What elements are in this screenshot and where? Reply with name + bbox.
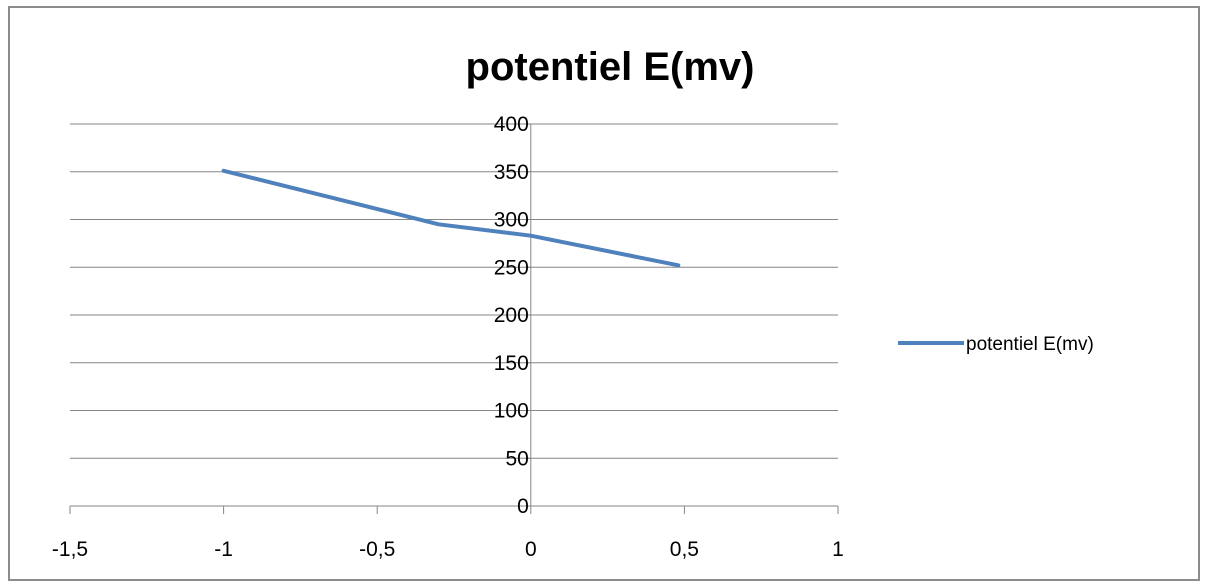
x-tick-label: 0 (525, 538, 537, 561)
x-tick-label: -0,5 (359, 538, 395, 561)
y-tick-label: 50 (505, 447, 528, 470)
chart-title: potentiel E(mv) (466, 45, 755, 89)
x-tick-label: -1,5 (52, 538, 88, 561)
legend-label: potentiel E(mv) (966, 334, 1094, 355)
y-tick-label: 100 (494, 400, 529, 423)
x-tick-labels: -1,5 -1 -0,5 0 0,5 1 (52, 538, 844, 561)
legend: potentiel E(mv) (898, 334, 1094, 355)
x-tick-label: 1 (832, 538, 844, 561)
y-tick-label: 200 (494, 304, 529, 327)
series-group (221, 168, 681, 268)
y-tick-labels: 0 50 100 150 200 250 300 350 400 (494, 113, 529, 518)
y-tick-label: 150 (494, 352, 529, 375)
y-tick-label: 0 (517, 495, 529, 518)
y-tick-label: 350 (494, 161, 529, 184)
series-line-0 (221, 168, 681, 268)
gridlines (70, 123, 838, 507)
chart-frame (8, 6, 1200, 581)
y-tick-label: 250 (494, 256, 529, 279)
axes (69, 123, 839, 514)
x-tick-label: -1 (214, 538, 233, 561)
y-tick-label: 300 (494, 209, 529, 232)
x-tick-label: 0,5 (670, 538, 699, 561)
y-tick-label: 400 (494, 113, 529, 136)
